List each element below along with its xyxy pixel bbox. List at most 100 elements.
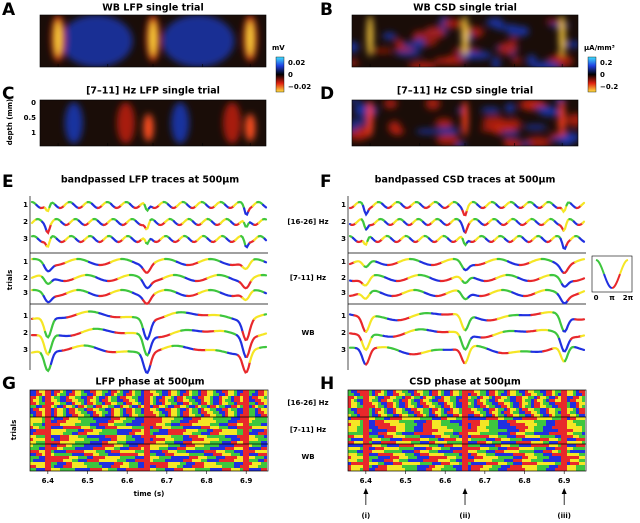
phase-cell xyxy=(141,390,144,393)
phase-cell xyxy=(423,426,432,429)
phase-cell xyxy=(66,393,69,396)
trial-number: 2 xyxy=(23,218,28,226)
phase-cell xyxy=(414,399,420,402)
blob xyxy=(408,61,437,67)
phase-cell xyxy=(120,453,138,456)
phase-cell xyxy=(213,399,219,402)
phase-cell xyxy=(477,408,483,411)
blob xyxy=(171,102,190,144)
phase-cell xyxy=(567,393,573,396)
blob xyxy=(143,113,154,142)
phase-cell xyxy=(480,447,489,450)
phase-cell xyxy=(462,462,468,465)
phase-cell xyxy=(357,399,363,402)
phase-cell xyxy=(510,465,522,468)
phase-cell xyxy=(255,408,258,411)
phase-cell xyxy=(57,420,66,423)
blob xyxy=(526,54,537,67)
phase-cell xyxy=(126,417,135,420)
phase-cell xyxy=(561,444,567,447)
phase-cell xyxy=(243,390,249,393)
phase-cell xyxy=(141,423,156,426)
phase-cell xyxy=(390,417,402,420)
x-tick-label: 6.8 xyxy=(200,477,213,485)
phase-cell xyxy=(486,390,489,393)
trace xyxy=(549,273,564,286)
trace xyxy=(354,347,368,366)
phase-cell xyxy=(558,393,561,396)
phase-cell xyxy=(468,402,471,405)
event-label: (ii) xyxy=(459,512,470,520)
phase-cell xyxy=(123,462,129,465)
phase-cell xyxy=(438,393,441,396)
phase-cell xyxy=(144,438,150,441)
phase-cell xyxy=(357,459,363,462)
phase-cell xyxy=(108,390,111,393)
blob xyxy=(396,46,414,52)
phase-cell xyxy=(561,399,567,402)
phase-cell xyxy=(144,396,150,399)
trace xyxy=(379,291,394,298)
phase-cell xyxy=(384,459,393,462)
phase-cell xyxy=(156,423,165,426)
phase-cell xyxy=(252,426,267,429)
trace xyxy=(83,344,97,349)
phase-cell xyxy=(453,402,456,405)
phase-cell xyxy=(528,408,534,411)
phase-cell xyxy=(177,396,183,399)
phase-cell xyxy=(402,414,408,417)
phase-cell xyxy=(441,396,444,399)
trace xyxy=(419,260,433,267)
blob xyxy=(524,136,552,146)
phase-cell xyxy=(348,423,351,426)
phase-cell xyxy=(381,408,384,411)
phase-cell xyxy=(402,432,414,435)
phase-cell xyxy=(375,396,378,399)
phase-cell xyxy=(114,423,126,426)
phase-cell xyxy=(231,438,240,441)
trace xyxy=(413,288,426,294)
phase-cell xyxy=(489,468,498,471)
phase-cell xyxy=(420,399,423,402)
phase-cell xyxy=(531,414,534,417)
phase-cell xyxy=(489,399,495,402)
phase-cell xyxy=(363,468,369,471)
phase-cell xyxy=(471,465,483,468)
phase-cell xyxy=(369,411,372,414)
blob xyxy=(388,120,401,134)
phase-cell xyxy=(378,402,381,405)
phase-cell xyxy=(459,411,462,414)
trace xyxy=(397,257,412,264)
phase-cell xyxy=(219,411,225,414)
phase-cell xyxy=(237,429,243,432)
phase-cell xyxy=(162,396,165,399)
phase-cell xyxy=(57,399,60,402)
phase-cell xyxy=(555,462,561,465)
phase-cell xyxy=(210,402,213,405)
phase-cell xyxy=(126,438,135,441)
phase-cell xyxy=(183,435,189,438)
phase-cell xyxy=(174,438,183,441)
y-tick-label: 1 xyxy=(31,129,36,137)
phase-cell xyxy=(228,411,234,414)
phase-cell xyxy=(114,414,120,417)
phase-cell xyxy=(228,408,231,411)
phase-cell xyxy=(384,405,387,408)
phase-cell xyxy=(486,441,492,444)
phase-cell xyxy=(72,405,75,408)
phase-cell xyxy=(90,441,102,444)
phase-cell xyxy=(93,408,99,411)
phase-cell xyxy=(228,423,237,426)
phase-cell xyxy=(372,459,384,462)
phase-cell xyxy=(192,441,210,444)
phase-cell xyxy=(75,390,81,393)
inset-wave xyxy=(619,259,629,275)
phase-cell xyxy=(420,441,429,444)
phase-cell xyxy=(414,429,423,432)
phase-cell xyxy=(42,411,45,414)
trace xyxy=(552,311,565,333)
phase-cell xyxy=(153,396,156,399)
phase-cell xyxy=(372,429,387,432)
trace xyxy=(357,292,372,300)
phase-cell xyxy=(204,462,216,465)
